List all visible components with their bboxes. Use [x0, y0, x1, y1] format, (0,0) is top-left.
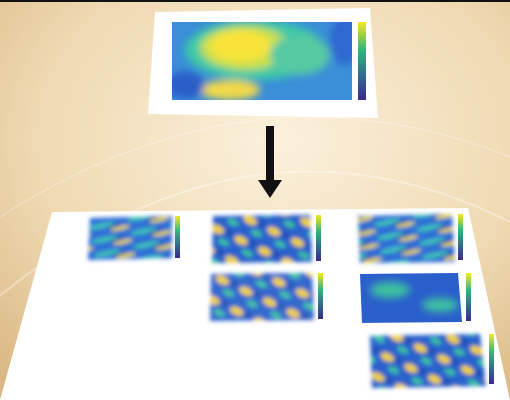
decor-arc [0, 116, 510, 218]
panel [360, 273, 471, 323]
top-border [0, 0, 510, 2]
bottom-figure [0, 208, 510, 400]
panel [210, 273, 323, 321]
colorbar [358, 22, 366, 100]
top-figure [148, 8, 378, 118]
arrow [258, 126, 282, 198]
panel [212, 215, 321, 263]
panel [358, 214, 463, 263]
panel [88, 216, 180, 260]
panel [370, 334, 494, 388]
heatmap [172, 22, 352, 100]
